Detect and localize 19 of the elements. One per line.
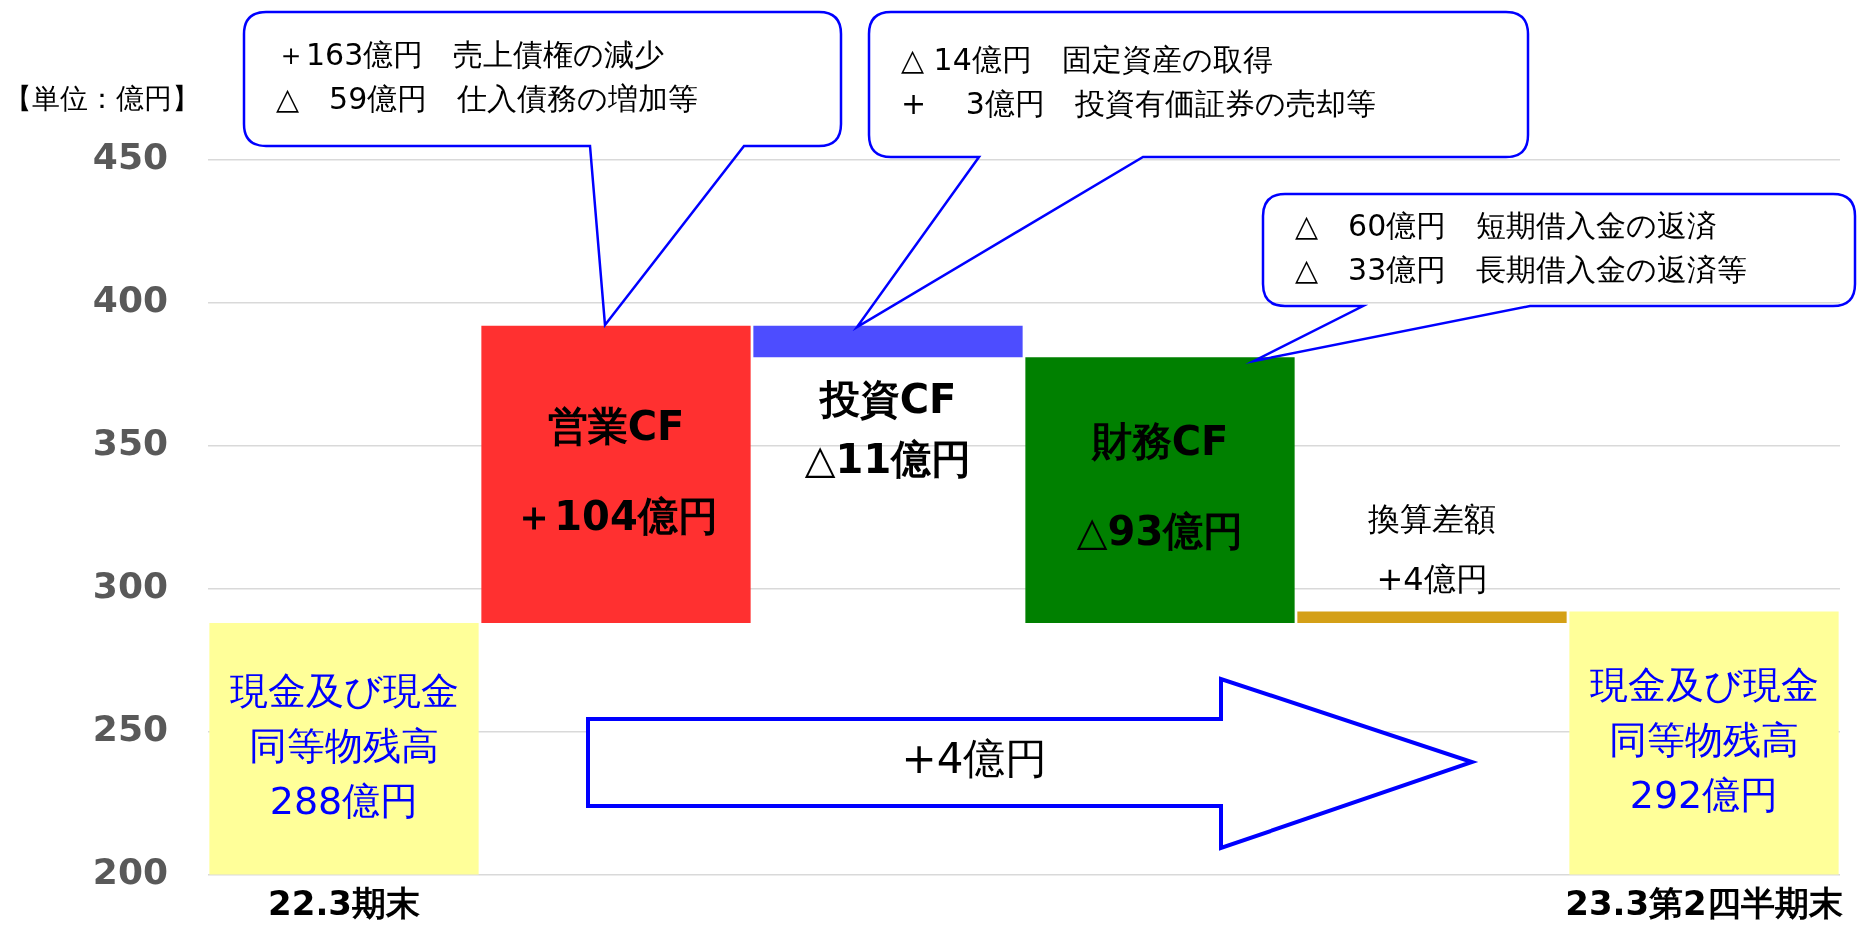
y-tick-label: 350 (92, 422, 168, 464)
text: △ 14億円 固定資産の取得 + 3億円 投資有価証券の売却等 (901, 42, 1376, 122)
data-label: 財務CF △93億円 (1076, 418, 1244, 555)
data-label: 投資CF △11億円 (804, 375, 972, 482)
annotation: △ 60億円 短期借入金の返済 △ 33億円 長期借入金の返済等 (1295, 207, 1748, 287)
data-label: 換算差額 +4億円 (1368, 499, 1496, 598)
y-tick-label: 200 (92, 850, 168, 892)
annotation: +4億円 (901, 733, 1048, 783)
text: ＋163億円 売上債権の減少 △ 59億円 仕入債務の増加等 (276, 36, 699, 116)
data-label: 営業CF ＋104億円 (514, 402, 718, 539)
y-tick-label: 400 (92, 279, 168, 321)
data-label: 現金及び現金同等物残高 288億円 (229, 668, 459, 823)
data-label: 現金及び現金同等物残高 292億円 (1589, 662, 1819, 817)
y-tick-label: 300 (92, 565, 168, 606)
y-tick-label: 250 (92, 707, 168, 749)
y-axis-title: 【単位：億円】 (4, 82, 200, 116)
x-tick-label: 23.3第2四半期末 (1565, 882, 1843, 923)
x-tick-label: 22.3期末 (268, 882, 420, 923)
y-tick-label: 450 (92, 136, 168, 178)
